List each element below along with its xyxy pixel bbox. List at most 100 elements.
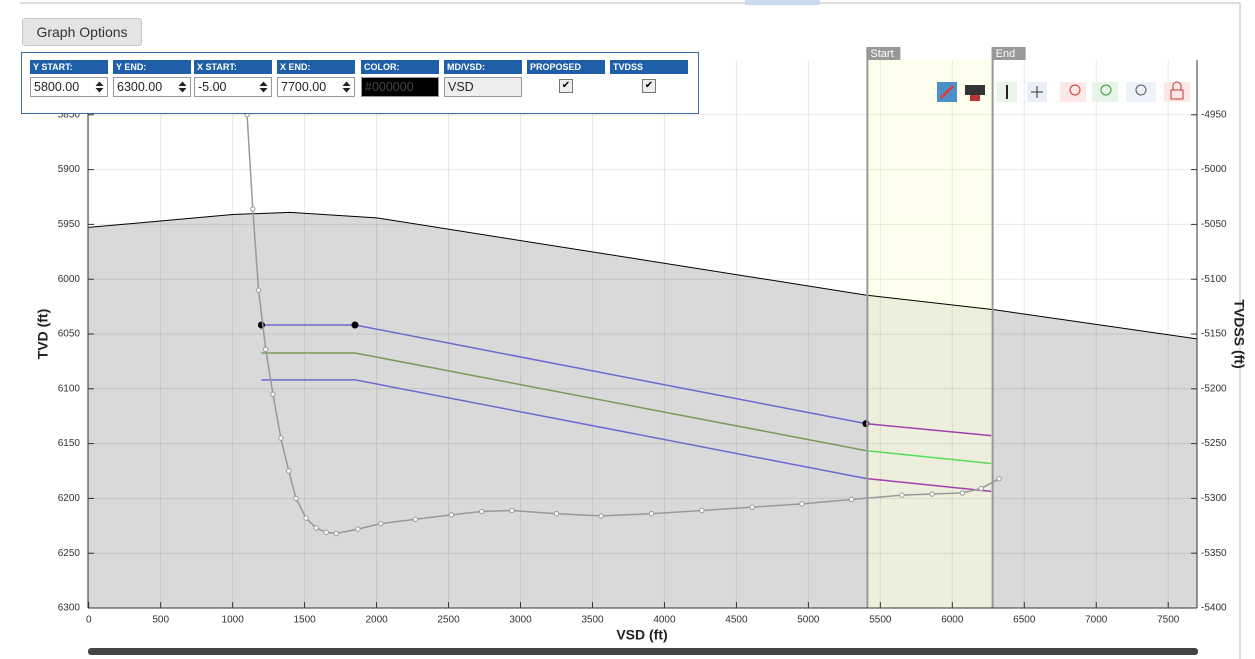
icon[interactable] <box>1092 82 1118 102</box>
control: X START: -5.00 <box>194 60 272 97</box>
y-tick-label: 6100 <box>58 383 81 394</box>
x-tick-label: 3500 <box>581 615 604 626</box>
marker <box>478 508 485 515</box>
control-label: X END: <box>277 60 355 74</box>
marker <box>303 515 309 521</box>
marker <box>848 496 855 503</box>
options-panel: Y START: 5800.00 Y END: 6300.00 X START: -5.0… <box>21 52 699 114</box>
y2-tick-label: -5050 <box>1201 219 1227 230</box>
region-label-box <box>991 47 1026 60</box>
control: Y END: 6300.00 <box>113 60 191 97</box>
graph-options-button[interactable]: Graph Options <box>22 18 142 46</box>
marker <box>929 491 935 497</box>
line <box>865 477 992 493</box>
icon-glyph <box>1172 81 1182 90</box>
spinner[interactable] <box>95 81 104 93</box>
input[interactable]: #000000 <box>361 77 439 97</box>
marker <box>412 516 419 522</box>
x-tick-label: 1500 <box>293 615 316 626</box>
x-tick-label: 7500 <box>1157 615 1180 626</box>
marker <box>355 526 361 532</box>
spinner[interactable] <box>342 81 351 93</box>
y-tick-label: 6000 <box>58 274 81 285</box>
x-tick-label: 5000 <box>797 615 820 626</box>
x-axis-title: VSD (ft) <box>616 627 667 643</box>
y-tick-label: 5950 <box>58 219 81 230</box>
icon-glyph <box>1069 84 1081 96</box>
marker <box>899 492 905 498</box>
input[interactable]: 7700.00 <box>277 77 355 97</box>
x-tick-label: 2500 <box>437 615 460 626</box>
toolbar-icons <box>937 81 1190 102</box>
marker <box>553 511 560 517</box>
axes: Start End 0 500 1000 1500 2000 2500 3000 3500 4000… <box>58 47 1227 626</box>
spinner-arrows <box>178 81 187 93</box>
icon-glyph <box>1031 86 1043 98</box>
y2-tick-label: -5250 <box>1201 438 1227 449</box>
y-tick-label: 6200 <box>58 493 81 504</box>
marker <box>749 504 755 510</box>
spinner[interactable] <box>178 81 187 93</box>
formation-top <box>88 211 1197 340</box>
y-tick-label: 6150 <box>58 438 81 449</box>
input[interactable]: 6300.00 <box>113 77 191 97</box>
line <box>865 449 992 465</box>
marker <box>293 495 299 502</box>
icon-glyph <box>1100 84 1112 96</box>
y2-tick-label: -5150 <box>1201 329 1227 340</box>
x-tick-label: 0 <box>86 615 92 626</box>
line <box>261 379 867 480</box>
marker <box>255 287 262 293</box>
line <box>865 422 992 437</box>
control: TVDSS ✔ <box>610 60 688 93</box>
spinner-arrows <box>342 81 351 93</box>
x-tick-label: 4000 <box>653 615 676 626</box>
control-label: COLOR: <box>361 60 439 74</box>
icon[interactable] <box>1126 82 1156 102</box>
marker <box>351 321 359 329</box>
y-axis-title: TVD (ft) <box>35 309 51 360</box>
region-label: Start <box>870 48 893 60</box>
y-tick-label: 6050 <box>58 329 81 340</box>
y-tick-label: 5900 <box>58 164 81 175</box>
x-tick-label: 6000 <box>941 615 964 626</box>
checkbox[interactable]: ✔ <box>642 79 656 93</box>
x-tick-label: 6500 <box>1013 615 1036 626</box>
marker <box>448 512 455 518</box>
marker <box>648 511 655 517</box>
plot-area <box>88 60 1197 608</box>
input[interactable]: -5.00 <box>194 77 272 97</box>
input[interactable]: VSD <box>444 77 522 97</box>
control: Y START: 5800.00 <box>30 60 108 97</box>
y2-tick-label: -5200 <box>1201 383 1227 394</box>
marker <box>699 507 705 514</box>
icon[interactable] <box>965 85 985 95</box>
spinner[interactable] <box>259 81 268 93</box>
scrollbar[interactable] <box>88 648 1198 655</box>
control: X END: 7700.00 <box>277 60 355 97</box>
marker <box>286 468 292 474</box>
y2-tick-label: -5300 <box>1201 493 1227 504</box>
region-band <box>867 60 993 608</box>
icon-glyph <box>970 95 980 101</box>
y-tick-label: 5850 <box>58 109 81 120</box>
region-label: End <box>996 48 1016 60</box>
x-tick-label: 5500 <box>869 615 892 626</box>
marker <box>509 507 515 514</box>
control-label: TVDSS <box>610 60 688 74</box>
input[interactable]: 5800.00 <box>30 77 108 97</box>
y2-tick-label: -5350 <box>1201 548 1227 559</box>
marker <box>996 475 1002 482</box>
control: MD/VSD: VSD <box>444 60 522 97</box>
control: PROPOSED ✔ <box>527 60 605 93</box>
icon-glyph <box>1135 84 1147 96</box>
marker <box>323 529 329 536</box>
control-label: Y END: <box>113 60 191 74</box>
marker <box>799 501 805 507</box>
y2-tick-label: -4950 <box>1201 109 1227 120</box>
y-tick-label: 6300 <box>58 603 81 614</box>
spinner-arrows <box>95 81 104 93</box>
y2-tick-label: -5000 <box>1201 164 1227 175</box>
checkbox[interactable]: ✔ <box>559 79 573 93</box>
